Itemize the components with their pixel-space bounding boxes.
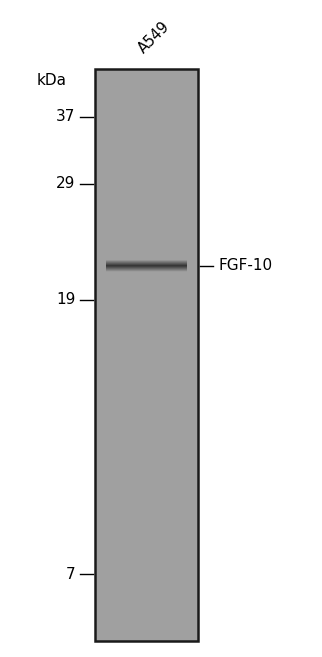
Text: 7: 7 xyxy=(66,567,76,582)
Text: FGF-10: FGF-10 xyxy=(219,258,273,273)
Text: kDa: kDa xyxy=(37,73,67,88)
Text: 29: 29 xyxy=(56,176,76,191)
Text: 37: 37 xyxy=(56,109,76,124)
Text: A549: A549 xyxy=(136,18,173,56)
Text: 19: 19 xyxy=(56,292,76,307)
Bar xyxy=(95,69,198,641)
